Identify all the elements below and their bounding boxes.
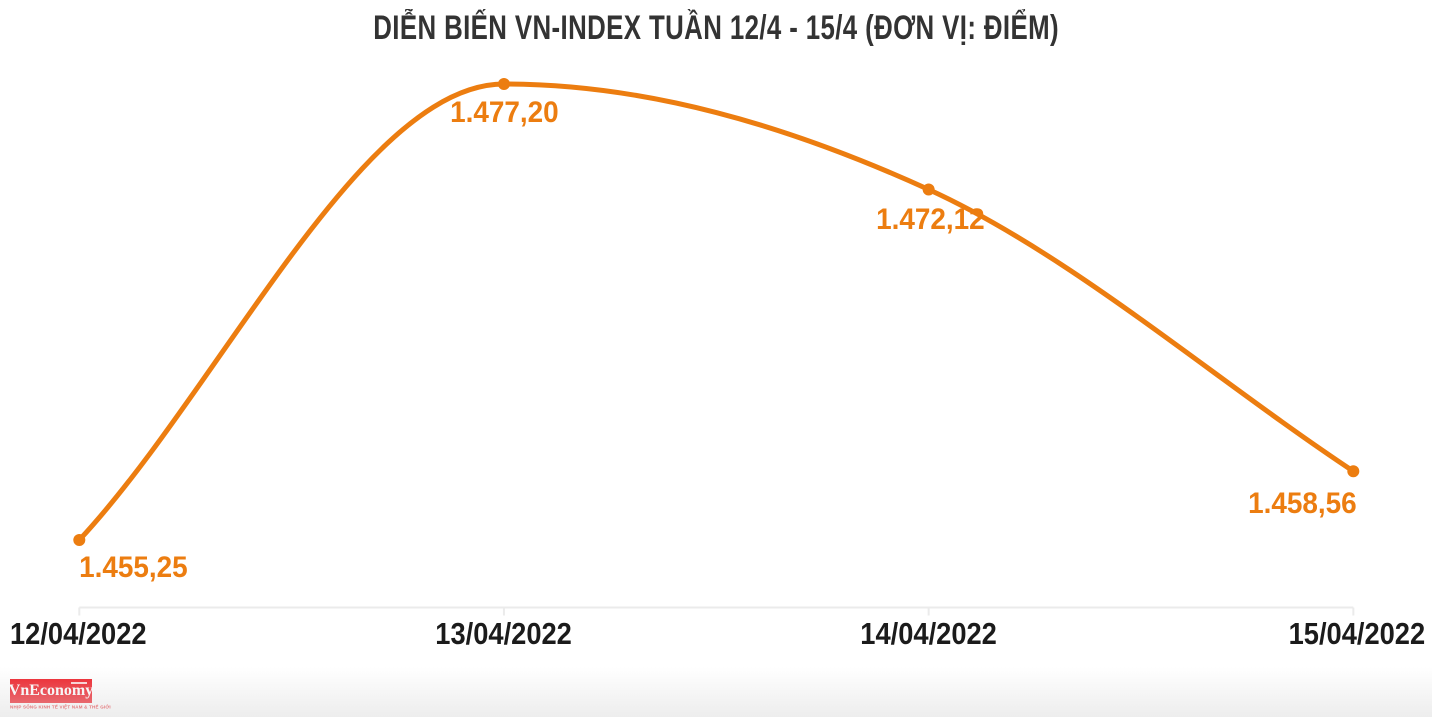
data-label-text: 1.458,56 [1247, 487, 1357, 521]
data-point-marker [1347, 465, 1360, 478]
vneconomy-logo: VnEconomy NHỊP SỐNG KINH TẾ VIỆT NAM & T… [8, 679, 111, 713]
vneconomy-logo-text: VnEconomy [8, 682, 94, 699]
vn-index-line [76, 81, 1356, 543]
vneconomy-tagline: NHỊP SỐNG KINH TẾ VIỆT NAM & THẾ GIỚI [10, 704, 111, 710]
data-point-marker [497, 77, 510, 90]
data-point-marker [922, 183, 935, 196]
x-axis-label: 14/04/2022 [860, 616, 998, 651]
data-label-text: 1.472,12 [876, 202, 985, 236]
x-axis-label: 15/04/2022 [1288, 616, 1425, 651]
data-point-marker [73, 534, 86, 546]
data-label-text: 1.477,20 [449, 95, 559, 129]
x-axis-label: 13/04/2022 [435, 616, 573, 651]
vneconomy-logo-box: VnEconomy [8, 679, 94, 703]
x-axis-label: 12/04/2022 [10, 616, 147, 651]
chart-title-row: DIỄN BIẾN VN-INDEX TUẦN 12/4 - 15/4 (ĐƠN… [0, 9, 1432, 48]
chart-title: DIỄN BIẾN VN-INDEX TUẦN 12/4 - 15/4 (ĐƠN… [373, 9, 1059, 47]
data-label-text: 1.455,25 [78, 551, 188, 584]
logo-trademark-mark [71, 682, 87, 684]
